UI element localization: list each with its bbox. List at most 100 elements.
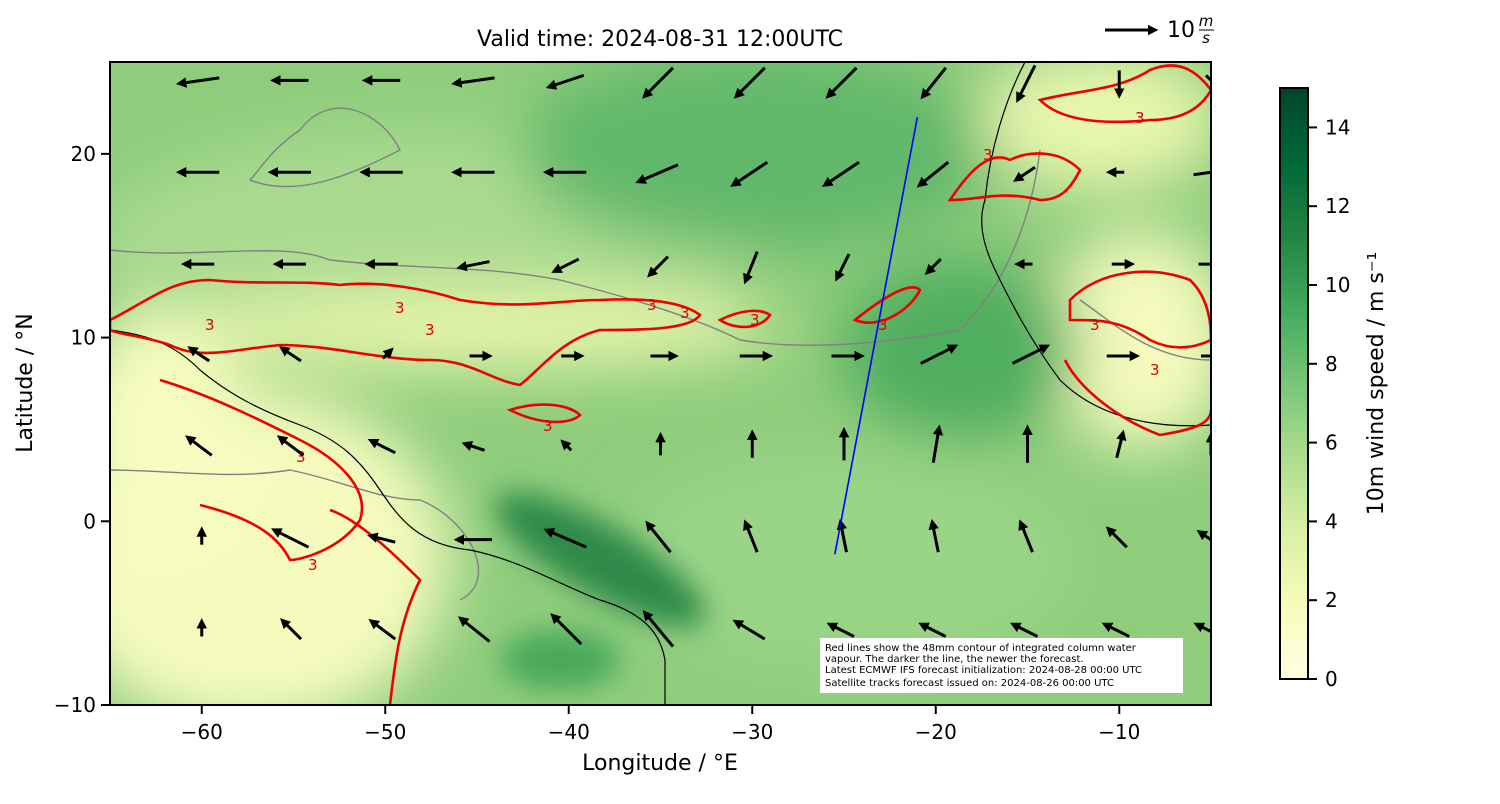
contour-label: 3 <box>308 556 318 574</box>
contour-label: 3 <box>296 448 306 466</box>
wind-arrow <box>733 66 766 99</box>
wind-arrow <box>270 528 310 549</box>
coastline <box>110 62 1211 705</box>
contour-label: 3 <box>1090 316 1100 334</box>
wind-arrow <box>826 622 855 638</box>
annotation-line: Red lines show the 48mm contour of integ… <box>825 643 1137 654</box>
colorbar-tick-label: 12 <box>1325 194 1350 218</box>
wind-arrow <box>187 346 211 363</box>
wind-arrow <box>635 163 679 184</box>
wind-arrow <box>1204 74 1211 92</box>
wind-arrow <box>1011 344 1051 365</box>
axes-frame <box>109 61 1212 706</box>
wind-arrow <box>1105 526 1128 549</box>
x-tick-label: −30 <box>731 720 773 744</box>
x-tick-label: −20 <box>915 720 957 744</box>
wind-arrow <box>642 66 675 99</box>
contour-label: 3 <box>680 304 690 322</box>
contour-label: 3 <box>647 296 657 314</box>
y-axis-label: Latitude / °N <box>13 313 38 452</box>
x-tick-label: −50 <box>364 720 406 744</box>
colorbar-label: 10m wind speed / m s⁻¹ <box>1364 252 1389 516</box>
colorbar-tick-label: 6 <box>1325 431 1338 455</box>
wind-arrow <box>456 260 490 272</box>
map-field: 3 3 3 3 3 3 3 3 3 3 3 3 3 3 <box>110 62 1211 705</box>
contour-label: 3 <box>1135 109 1145 127</box>
y-tick-label: 20 <box>71 142 96 166</box>
wind-arrow <box>645 520 672 554</box>
contour-label: 3 <box>205 316 215 334</box>
wind-arrow <box>743 251 759 285</box>
annotation-box: Red lines show the 48mm contour of integ… <box>820 638 1183 693</box>
wind-arrow <box>825 66 858 99</box>
colorbar-tick-label: 14 <box>1325 115 1350 139</box>
colorbar-tick-label: 0 <box>1325 667 1338 691</box>
colorbar-fill <box>1279 87 1309 680</box>
y-tick-label: −10 <box>54 693 96 717</box>
wind-arrow <box>368 618 397 641</box>
x-tick-label: −60 <box>181 720 223 744</box>
wind-arrow <box>276 435 305 457</box>
contour-label: 3 <box>543 417 553 435</box>
contour-label: 3 <box>750 311 760 329</box>
wind-arrows <box>175 64 1211 648</box>
wind-arrow <box>551 257 580 273</box>
wind-arrow <box>451 76 495 88</box>
wind-arrow <box>642 610 675 648</box>
wind-arrow <box>1101 622 1130 638</box>
wind-arrow <box>461 440 485 452</box>
wind-arrow <box>920 344 959 365</box>
wind-arrow <box>545 73 585 90</box>
annotation-line: Latest ECMWF IFS forecast initialization… <box>825 665 1142 676</box>
wind-arrow <box>743 519 759 553</box>
wind-arrow <box>560 439 573 452</box>
wind-arrow <box>647 255 670 278</box>
wind-arrow <box>931 424 944 464</box>
x-axis-label: Longitude / °E <box>582 751 738 776</box>
wind-arrow <box>185 435 213 457</box>
wind-arrow <box>543 528 587 549</box>
wind-arrow <box>550 613 583 646</box>
wind-arrow <box>730 160 769 187</box>
colorbar-tick-label: 2 <box>1325 588 1338 612</box>
wind-arrow <box>280 618 303 641</box>
wind-arrow <box>732 619 766 641</box>
contour-label: 3 <box>878 316 888 334</box>
wind-arrow <box>918 622 947 638</box>
colorbar-tick-label: 8 <box>1325 352 1338 376</box>
satellite-track-layer <box>834 116 919 555</box>
wind-arrow <box>1193 170 1211 177</box>
wind-arrow <box>1196 529 1211 542</box>
wind-arrow <box>279 346 302 363</box>
wind-arrow <box>920 66 947 100</box>
wind-arrow <box>928 518 940 553</box>
quiver-key-value: 10 <box>1167 18 1195 43</box>
colorbar-tick-label: 4 <box>1325 509 1338 533</box>
axis-ticks: −60 −50 −40 −30 −20 −10 −10 0 10 20 <box>54 142 1141 744</box>
annotation-line: vapour. The darker the line, the newer t… <box>825 654 1084 665</box>
wind-arrow <box>1013 165 1036 182</box>
jet-shading <box>494 492 706 690</box>
y-tick-label: 10 <box>71 326 96 350</box>
speed-shading <box>110 62 1211 705</box>
quiver-key: 10 ms <box>1105 12 1214 47</box>
coast-contours <box>110 107 1211 601</box>
annotation-line: Satellite tracks forecast issued on: 202… <box>825 678 1114 689</box>
wind-arrow <box>1018 519 1034 553</box>
satellite-track <box>834 116 919 555</box>
wind-arrow <box>1016 64 1037 103</box>
contour-label: 3 <box>425 321 435 339</box>
wind-arrow <box>1009 622 1039 638</box>
wind-arrow <box>924 258 942 276</box>
wind-arrow <box>916 161 950 188</box>
y-tick-label: 0 <box>83 509 96 533</box>
wind-arrow <box>381 347 394 360</box>
quiver-key-unit-den: s <box>1202 29 1210 47</box>
wind-arrow <box>457 616 491 643</box>
contour-label: 3 <box>983 146 993 164</box>
wind-arrow <box>822 160 860 187</box>
x-tick-label: −40 <box>548 720 590 744</box>
